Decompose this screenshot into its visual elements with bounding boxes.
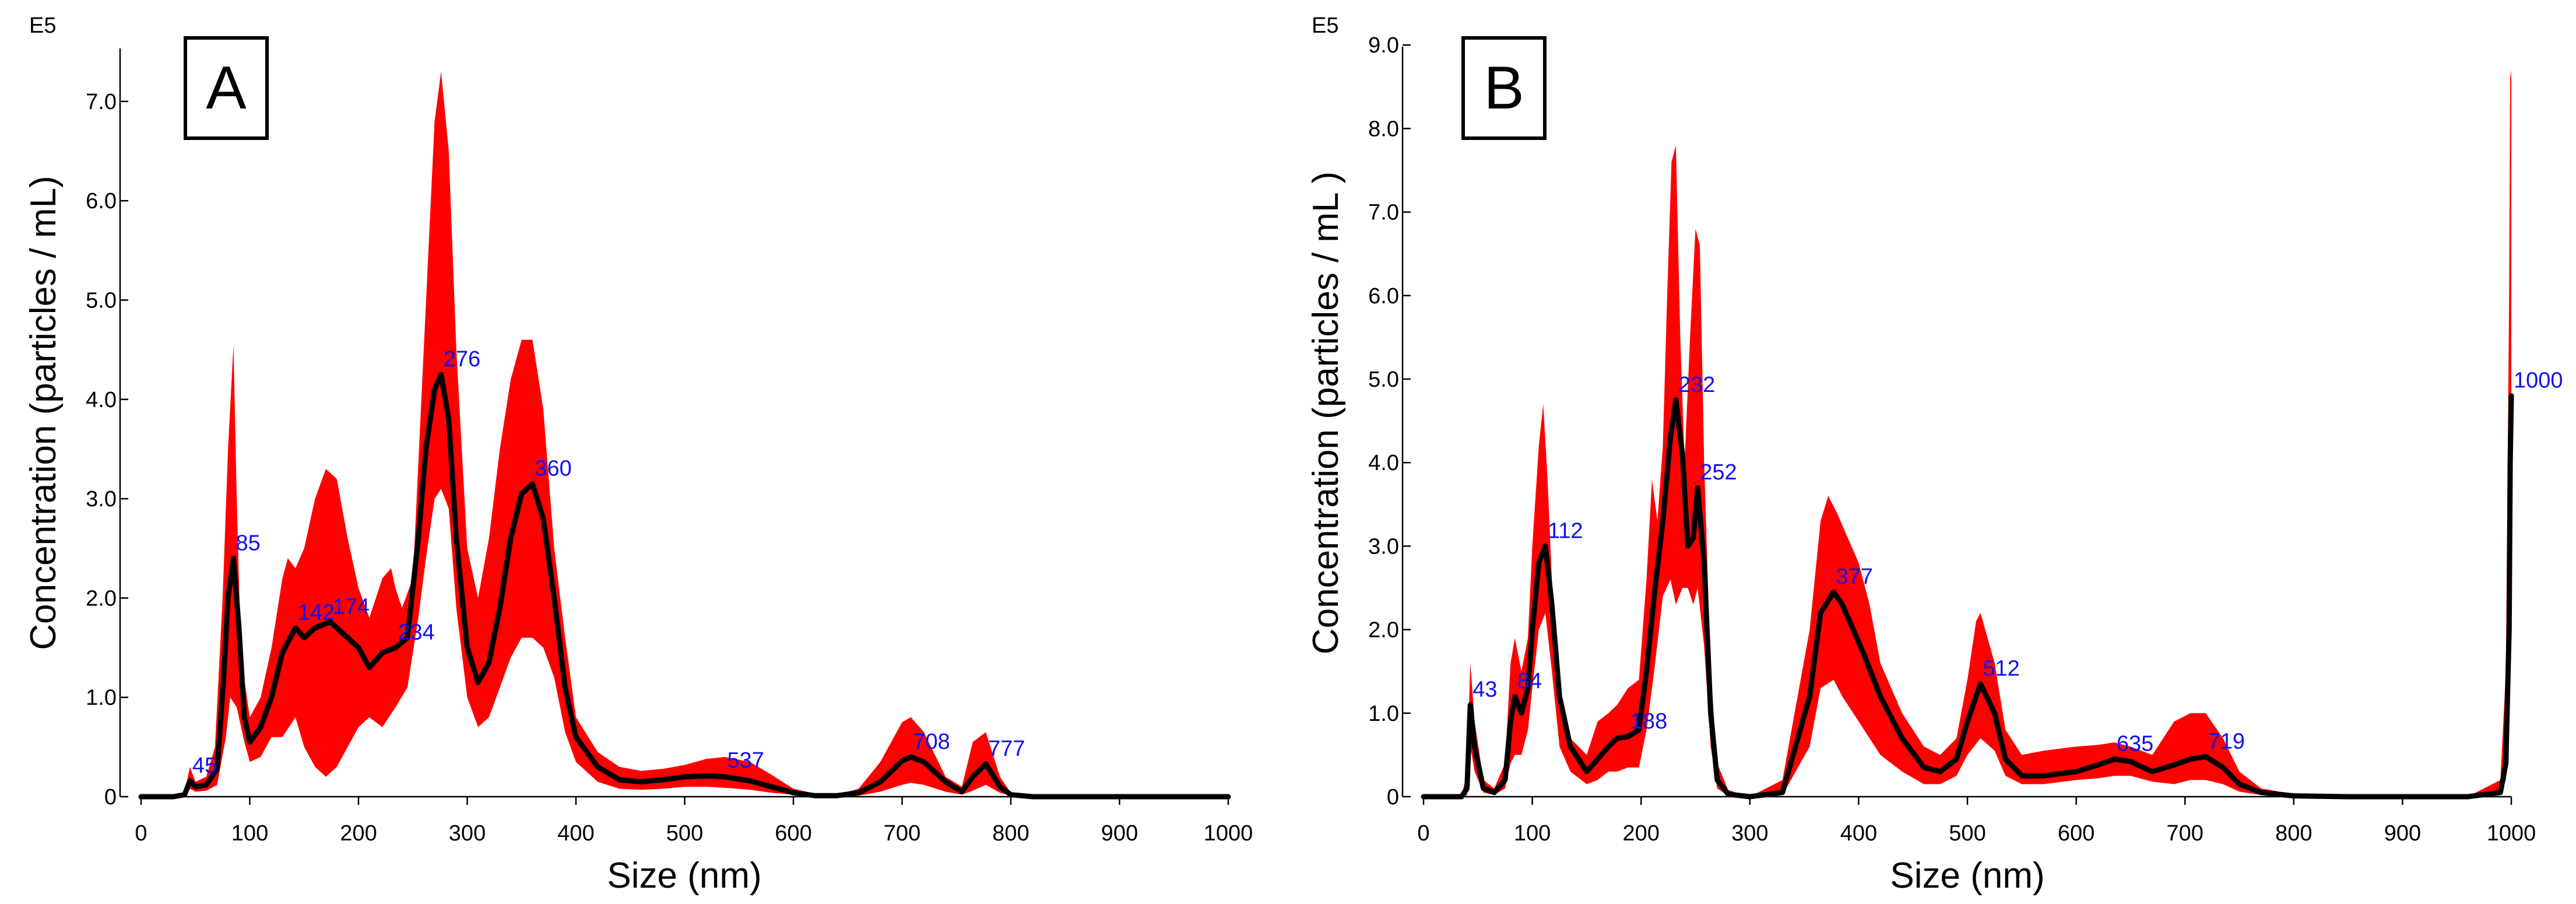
peak-size-label: 276 xyxy=(444,347,480,372)
y-tick-label: 5.0 xyxy=(86,289,117,313)
y-ticks: 0 1.0 2.0 3.0 4.0 5.0 6.0 7.0 8.0 9.0 xyxy=(1368,33,1411,810)
x-tick-label: 900 xyxy=(2384,821,2421,846)
peak-size-label: 719 xyxy=(2208,729,2245,754)
x-tick-label: 500 xyxy=(1949,821,1985,846)
peak-size-label: 234 xyxy=(398,621,434,645)
y-tick-label: 4.0 xyxy=(1368,451,1399,475)
y-tick-label: 0 xyxy=(104,785,117,810)
x-tick-label: 800 xyxy=(2275,821,2312,846)
peak-size-label: 708 xyxy=(913,730,950,754)
peak-size-label: 232 xyxy=(1678,373,1715,397)
x-tick-label: 700 xyxy=(2166,821,2203,846)
y-ticks: 0 1.0 2.0 3.0 4.0 5.0 6.0 7.0 xyxy=(86,90,128,810)
x-tick-label: 600 xyxy=(2058,821,2094,846)
panel-label-box xyxy=(184,36,269,140)
x-tick-label: 100 xyxy=(1514,821,1551,846)
y-tick-label: 1.0 xyxy=(1368,702,1399,726)
y-axis-title: Concentration (particles / mL ) xyxy=(1306,171,1346,654)
mean-concentration-line xyxy=(138,372,1231,800)
x-axis-title: Size (nm) xyxy=(607,856,761,896)
x-tick-label: 300 xyxy=(449,821,486,846)
x-tick-label: 0 xyxy=(135,821,147,846)
confidence-band-area xyxy=(141,71,1228,797)
x-tick-label: 0 xyxy=(1417,821,1429,846)
peak-size-label: 188 xyxy=(1630,709,1667,734)
x-tick-label: 200 xyxy=(340,821,377,846)
x-tick-label: 1000 xyxy=(2487,821,2536,846)
y-tick-label: 1.0 xyxy=(86,686,117,710)
peak-size-label: 635 xyxy=(2117,732,2153,756)
confidence-band xyxy=(141,71,1228,797)
panel-a: E5 0 100 200 300 400 500 600 700 800 900 1000 0 1.0… xyxy=(23,13,1253,896)
confidence-band-area xyxy=(1424,70,2511,797)
y-tick-label: 2.0 xyxy=(86,586,117,611)
x-tick-label: 400 xyxy=(1840,821,1877,846)
y-tick-label: 6.0 xyxy=(86,189,117,213)
y-tick-label: 7.0 xyxy=(1368,201,1399,225)
peak-size-label: 174 xyxy=(333,594,370,619)
x-tick-label: 300 xyxy=(1731,821,1768,846)
y-tick-label: 9.0 xyxy=(1368,33,1399,58)
x-ticks: 0 100 200 300 400 500 600 700 800 900 1000 xyxy=(135,797,1253,846)
peak-size-label: 85 xyxy=(236,531,261,555)
x-tick-label: 100 xyxy=(231,821,268,846)
y-tick-label: 7.0 xyxy=(86,90,117,114)
x-tick-label: 1000 xyxy=(1204,821,1253,846)
peak-size-label: 112 xyxy=(1548,518,1583,543)
peak-size-label: 377 xyxy=(1836,565,1872,589)
y-tick-label: 0 xyxy=(1387,785,1399,810)
peak-size-label: 84 xyxy=(1517,669,1542,693)
x-axis-title: Size (nm) xyxy=(1890,856,2044,896)
y-tick-label: 4.0 xyxy=(86,388,117,412)
x-tick-label: 800 xyxy=(992,821,1029,846)
peak-size-label: 1000 xyxy=(2514,369,2563,393)
peak-size-label: 142 xyxy=(298,600,335,625)
x-tick-label: 400 xyxy=(557,821,594,846)
peak-size-label: 777 xyxy=(988,737,1025,761)
mean-line xyxy=(138,372,1231,800)
x-tick-label: 600 xyxy=(775,821,811,846)
y-tick-label: 3.0 xyxy=(1368,534,1399,559)
y-tick-label: 3.0 xyxy=(86,487,117,511)
x-ticks: 0 100 200 300 400 500 600 700 800 900 1000 xyxy=(1417,797,2536,846)
peak-size-label: 537 xyxy=(728,748,764,773)
axes xyxy=(1401,47,2511,798)
peak-size-label: 512 xyxy=(1983,657,2019,681)
peak-labels: 43 84 112 188 232 252 377 512 635 719 1000 xyxy=(1472,369,2563,756)
x-tick-label: 500 xyxy=(666,821,703,846)
y-tick-label: 2.0 xyxy=(1368,618,1399,643)
y-tick-label: 8.0 xyxy=(1368,117,1399,141)
peak-size-label: 252 xyxy=(1700,460,1737,485)
y-tick-label: 6.0 xyxy=(1368,284,1399,309)
y-scale-exponent: E5 xyxy=(1312,13,1338,38)
peak-size-label: 45 xyxy=(192,754,217,778)
x-tick-label: 900 xyxy=(1101,821,1138,846)
y-tick-label: 5.0 xyxy=(1368,367,1399,392)
y-axis-title: Concentration (particles / mL) xyxy=(23,176,64,650)
panel-label: B xyxy=(1484,54,1524,122)
peak-size-label: 43 xyxy=(1472,677,1497,702)
panel-b: E5 0 100 200 300 400 500 600 700 800 900 1000 0 1.0… xyxy=(1306,13,2563,896)
panel-label-box xyxy=(1461,36,1547,140)
x-tick-label: 200 xyxy=(1622,821,1659,846)
y-scale-exponent: E5 xyxy=(29,13,56,38)
peak-size-label: 360 xyxy=(535,457,571,481)
panel-label: A xyxy=(206,54,247,122)
x-tick-label: 700 xyxy=(884,821,920,846)
confidence-band xyxy=(1424,70,2511,797)
